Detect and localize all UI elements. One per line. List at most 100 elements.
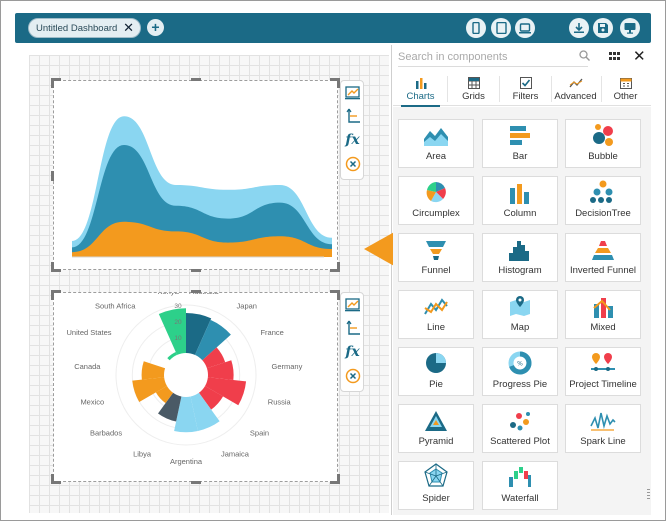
tab-grids[interactable]: Grids bbox=[448, 72, 499, 106]
component-label: DecisionTree bbox=[575, 208, 631, 219]
resize-handle[interactable] bbox=[337, 78, 340, 88]
resize-handle[interactable] bbox=[191, 269, 201, 272]
component-progress-pie[interactable]: % Progress Pie bbox=[482, 347, 558, 396]
timeline-icon bbox=[591, 353, 615, 371]
component-inverted-funnel[interactable]: Inverted Funnel bbox=[565, 233, 641, 282]
remove-widget-button[interactable] bbox=[344, 367, 361, 384]
area-chart bbox=[72, 116, 332, 258]
component-scattered-plot[interactable]: Scattered Plot bbox=[482, 404, 558, 453]
tablet-view-button[interactable] bbox=[491, 18, 511, 38]
mobile-view-button[interactable] bbox=[466, 18, 486, 38]
component-spark-line[interactable]: Spark Line bbox=[565, 404, 641, 453]
axis-settings-button[interactable] bbox=[344, 319, 361, 336]
component-label: Spider bbox=[422, 493, 450, 504]
function-button[interactable]: fx bbox=[345, 131, 360, 148]
function-button[interactable]: fx bbox=[345, 343, 360, 360]
edit-chart-button[interactable] bbox=[344, 84, 361, 101]
table-icon bbox=[467, 77, 480, 89]
area-chart-widget[interactable] bbox=[53, 80, 338, 270]
component-waterfall[interactable]: Waterfall bbox=[482, 461, 558, 510]
spark-line-icon bbox=[590, 412, 616, 431]
checkbox-icon bbox=[519, 77, 532, 89]
component-spider[interactable]: Spider bbox=[398, 461, 474, 510]
polar-bar bbox=[198, 386, 224, 410]
axis-settings-button[interactable] bbox=[344, 107, 361, 124]
download-button[interactable] bbox=[569, 18, 589, 38]
component-line[interactable]: Line bbox=[398, 290, 474, 339]
resize-handle[interactable] bbox=[51, 78, 61, 81]
resize-handle[interactable] bbox=[337, 290, 340, 300]
resize-handle[interactable] bbox=[191, 78, 201, 81]
edit-chart-button[interactable] bbox=[344, 296, 361, 313]
resize-handle[interactable] bbox=[51, 78, 54, 88]
polar-category-label: South Africa bbox=[95, 301, 136, 310]
resize-handle[interactable] bbox=[191, 290, 201, 293]
panel-scrollbar[interactable] bbox=[647, 489, 650, 501]
resize-handle[interactable] bbox=[330, 78, 340, 81]
grid-view-icon[interactable] bbox=[609, 52, 620, 61]
resize-handle[interactable] bbox=[51, 290, 61, 293]
polar-bar bbox=[132, 377, 167, 402]
resize-handle[interactable] bbox=[191, 481, 201, 484]
resize-handle[interactable] bbox=[330, 481, 340, 484]
component-histogram[interactable]: Histogram bbox=[482, 233, 558, 282]
resize-handle[interactable] bbox=[51, 262, 54, 272]
progress-pie-icon: % bbox=[508, 351, 532, 375]
component-column[interactable]: Column bbox=[482, 176, 558, 225]
present-button[interactable] bbox=[620, 18, 640, 38]
tab-label: Filters bbox=[512, 91, 539, 102]
component-funnel[interactable]: Funnel bbox=[398, 233, 474, 282]
tab-other[interactable]: Other bbox=[600, 72, 651, 106]
component-label: Progress Pie bbox=[492, 379, 548, 390]
component-bar[interactable]: Bar bbox=[482, 119, 558, 168]
component-mixed[interactable]: Mixed bbox=[565, 290, 641, 339]
phone-icon bbox=[472, 22, 480, 34]
search-icon[interactable] bbox=[579, 50, 590, 61]
polar-category-label: Jamaica bbox=[221, 450, 250, 459]
resize-handle[interactable] bbox=[51, 474, 54, 484]
resize-handle[interactable] bbox=[330, 290, 340, 293]
funnel-icon bbox=[426, 241, 446, 260]
resize-handle[interactable] bbox=[337, 474, 340, 484]
close-tab-icon[interactable]: ✕ bbox=[123, 20, 134, 35]
resize-handle[interactable] bbox=[330, 269, 340, 272]
tab-charts[interactable]: Charts bbox=[395, 72, 446, 107]
component-pie[interactable]: Pie bbox=[398, 347, 474, 396]
resize-handle[interactable] bbox=[51, 171, 54, 181]
inverted-funnel-icon bbox=[592, 241, 614, 260]
polar-bar bbox=[206, 360, 234, 380]
polar-tick-label: 10 bbox=[174, 335, 182, 342]
polar-category-label: Libya bbox=[133, 450, 152, 459]
desktop-view-button[interactable] bbox=[515, 18, 535, 38]
polar-bar bbox=[186, 313, 212, 355]
add-tab-button[interactable]: + bbox=[147, 19, 164, 36]
resize-handle[interactable] bbox=[51, 481, 61, 484]
component-project-timeline[interactable]: Project Timeline bbox=[565, 347, 641, 396]
tablet-icon bbox=[495, 22, 507, 34]
line-chart-icon bbox=[424, 298, 448, 315]
component-decisiontree[interactable]: DecisionTree bbox=[565, 176, 641, 225]
polar-category-label: Australia bbox=[189, 293, 219, 296]
component-area[interactable]: Area bbox=[398, 119, 474, 168]
component-label: Line bbox=[427, 322, 445, 333]
polar-chart-widget[interactable]: Australia Japan France Germany Russia Spain Ja… bbox=[53, 287, 338, 482]
component-map[interactable]: Map bbox=[482, 290, 558, 339]
save-button[interactable] bbox=[593, 18, 613, 38]
component-label: Bubble bbox=[588, 151, 618, 162]
search-input[interactable]: Search in components bbox=[398, 49, 588, 67]
component-circumplex[interactable]: Circumplex bbox=[398, 176, 474, 225]
resize-handle[interactable] bbox=[51, 290, 54, 300]
tab-untitled-dashboard[interactable]: Untitled Dashboard ✕ bbox=[28, 18, 141, 38]
component-pyramid[interactable]: Pyramid bbox=[398, 404, 474, 453]
tab-filters[interactable]: Filters bbox=[500, 72, 551, 106]
tab-advanced[interactable]: Advanced bbox=[550, 72, 601, 106]
remove-widget-button[interactable] bbox=[344, 155, 361, 172]
resize-handle[interactable] bbox=[51, 269, 61, 272]
component-bubble[interactable]: Bubble bbox=[565, 119, 641, 168]
laptop-icon bbox=[519, 22, 531, 33]
polar-bar bbox=[155, 386, 174, 404]
close-panel-button[interactable]: ✕ bbox=[633, 48, 646, 65]
polar-tick-label: 20 bbox=[174, 319, 182, 326]
polar-category-label: Mexico bbox=[80, 398, 104, 407]
resize-handle[interactable] bbox=[337, 262, 340, 272]
